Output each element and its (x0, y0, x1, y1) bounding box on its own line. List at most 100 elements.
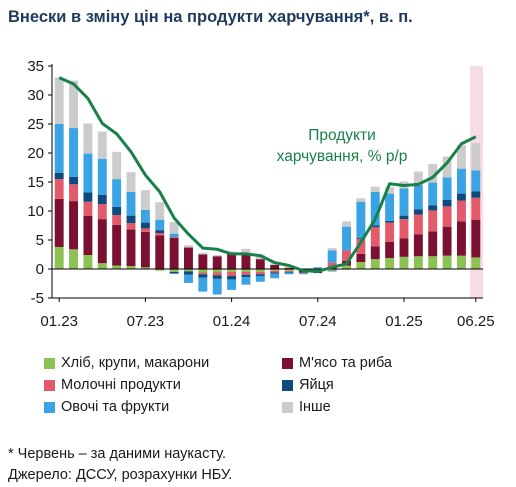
bar-dairy-01.24 (227, 271, 237, 276)
x-tick-label: 01.25 (385, 313, 423, 330)
legend-label-eggs: Яйця (299, 377, 334, 393)
bar-vegfruit-08.23 (155, 219, 165, 231)
bar-bread-05.23 (112, 265, 122, 269)
legend-swatch-other (282, 401, 293, 413)
bar-eggs-05.24 (284, 271, 294, 273)
bar-other-10.23 (184, 245, 193, 248)
legend-swatch-eggs (282, 379, 293, 391)
bar-meat-12.23 (212, 256, 222, 269)
bar-meat-05.25 (456, 221, 466, 256)
bar-eggs-11.24 (370, 225, 380, 228)
y-tick-label: 0 (36, 261, 44, 278)
bar-vegfruit-12.24 (385, 193, 395, 221)
chart-plot: -5 0 5 10 15 20 25 30 35 01.23 07.23 01.24 07.24 01.2… (27, 58, 495, 330)
bar-bread-10.24 (356, 262, 366, 269)
bar-bread-10.23 (184, 269, 193, 272)
bar-dairy-04.23 (97, 204, 107, 220)
bar-dairy-06.23 (126, 223, 136, 230)
bar-dairy-04.24 (270, 270, 280, 273)
bar-vegfruit-11.24 (370, 191, 380, 226)
legend-swatch-meat (282, 357, 293, 369)
bar-dairy-05.23 (112, 215, 122, 225)
legend-label-other: Інше (299, 399, 331, 415)
bar-eggs-03.23 (83, 192, 93, 202)
bar-other-06.23 (126, 172, 136, 192)
legend-item-dairy: Молочні продукти (44, 377, 181, 393)
bar-eggs-08.23 (155, 230, 165, 234)
bar-bread-05.24 (284, 269, 294, 271)
legend-label-vegfruit: Овочі та фрукти (61, 399, 170, 415)
bar-meat-10.24 (356, 253, 366, 263)
bar-bread-04.25 (442, 255, 452, 269)
bar-other-04.23 (97, 131, 107, 159)
bar-meat-01.23 (54, 198, 64, 247)
legend-item-bread: Хліб, крупи, макарони (44, 355, 209, 371)
bar-bread-01.24 (227, 269, 237, 272)
bar-vegfruit-12.23 (212, 278, 222, 295)
bar-dairy-05.24 (284, 270, 294, 272)
x-tick-label: 06.25 (457, 313, 495, 330)
bar-bread-09.23 (169, 269, 179, 272)
bar-eggs-07.23 (140, 222, 150, 229)
y-tick-label: 5 (36, 232, 44, 249)
bar-bread-08.23 (155, 269, 165, 271)
bar-other-09.24 (342, 221, 351, 227)
y-tick-label: 30 (27, 87, 44, 104)
y-tick-label: 10 (27, 203, 44, 220)
x-tick-label: 07.23 (127, 313, 165, 330)
bar-bread-11.24 (370, 259, 380, 269)
bar-meat-10.23 (184, 247, 193, 269)
bar-meat-01.24 (227, 253, 237, 269)
bar-other-04.25 (442, 156, 452, 178)
bar-other-03.23 (83, 123, 93, 154)
bar-dairy-08.23 (155, 233, 165, 236)
bar-dairy-03.24 (255, 271, 265, 275)
bar-meat-09.23 (169, 237, 179, 269)
bar-vegfruit-05.23 (112, 179, 122, 207)
bar-eggs-10.23 (184, 271, 193, 275)
bar-bread-04.24 (270, 269, 280, 271)
bar-eggs-04.25 (442, 199, 452, 207)
bar-bread-06.25 (471, 257, 481, 269)
bar-other-02.24 (241, 248, 251, 255)
bar-bread-07.23 (140, 267, 150, 269)
bar-eggs-12.23 (212, 275, 222, 279)
bar-dairy-05.25 (456, 200, 466, 222)
bar-other-03.25 (428, 164, 438, 183)
x-tick-label: 01.23 (40, 313, 78, 330)
bar-meat-02.24 (241, 254, 251, 269)
legend-label-meat: М'ясо та риба (299, 355, 392, 371)
bar-vegfruit-02.25 (413, 184, 423, 210)
bar-eggs-01.25 (399, 215, 409, 220)
bar-dairy-02.24 (241, 271, 251, 275)
x-tick-label: 07.24 (299, 313, 337, 330)
bar-bread-08.24 (327, 269, 337, 271)
bar-dairy-08.24 (327, 262, 337, 268)
bar-vegfruit-03.25 (428, 182, 438, 206)
bar-bread-09.24 (342, 265, 351, 269)
bar-bread-03.25 (428, 256, 438, 269)
legend-item-eggs: Яйця (282, 377, 334, 393)
bar-vegfruit-09.23 (169, 233, 179, 238)
bar-dairy-03.25 (428, 210, 438, 232)
bar-vegfruit-01.25 (399, 188, 409, 216)
bar-eggs-06.25 (471, 191, 481, 198)
bar-dairy-04.25 (442, 206, 452, 227)
y-tick-label: -5 (31, 290, 44, 307)
bar-bread-02.25 (413, 256, 423, 269)
bar-dairy-06.24 (298, 272, 308, 274)
bar-other-05.23 (112, 151, 122, 180)
bar-dairy-01.25 (399, 219, 409, 239)
legend-label-bread: Хліб, крупи, макарони (61, 355, 210, 371)
bar-vegfruit-04.23 (97, 158, 107, 195)
bar-vegfruit-09.24 (342, 226, 351, 251)
bar-vegfruit-11.23 (198, 277, 208, 292)
bar-dairy-02.25 (413, 214, 423, 235)
legend-item-meat: М'ясо та риба (282, 355, 392, 371)
bar-eggs-09.23 (169, 271, 179, 274)
bar-other-05.25 (456, 144, 466, 169)
bar-other-01.23 (54, 77, 64, 124)
bar-dairy-11.24 (370, 227, 380, 247)
bar-bread-03.24 (255, 269, 265, 272)
chart-title: Внески в зміну цін на продукти харчуванн… (8, 8, 413, 26)
